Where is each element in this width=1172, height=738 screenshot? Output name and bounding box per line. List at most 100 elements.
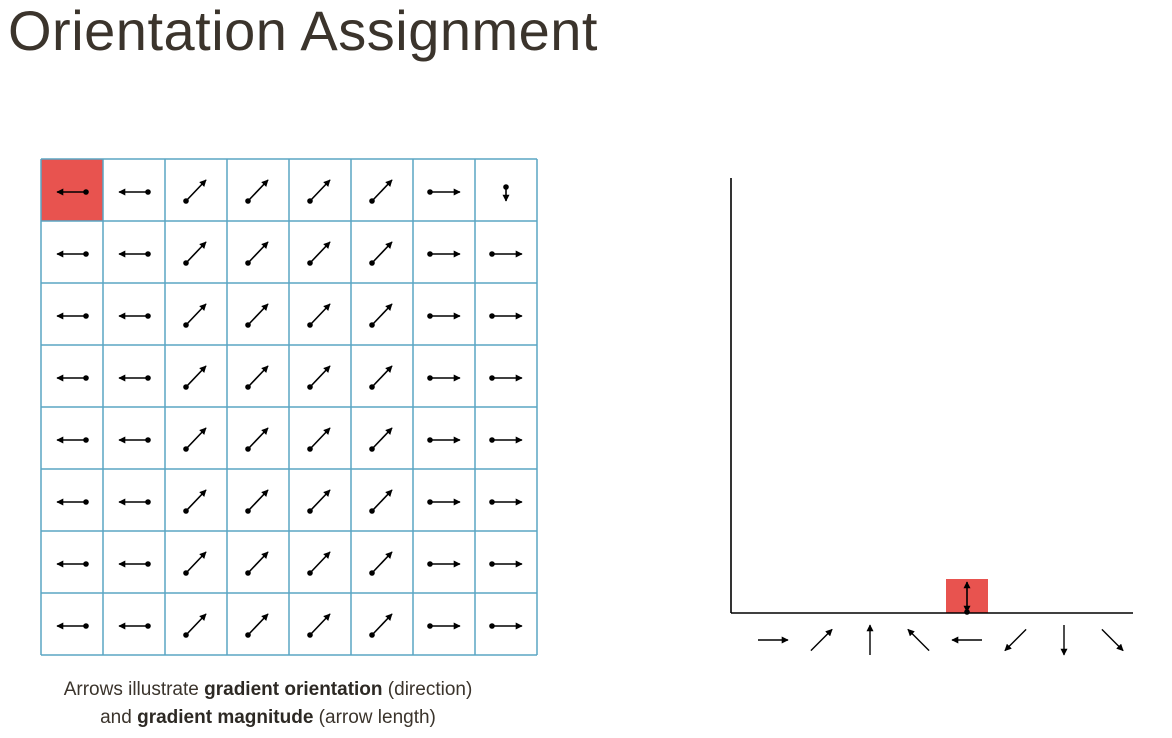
arrow-origin-dot xyxy=(369,570,375,576)
gradient-arrow-right xyxy=(427,622,461,630)
gradient-arrow-right xyxy=(427,250,461,258)
arrow-shaft xyxy=(309,365,331,388)
arrow-shaft xyxy=(247,241,269,264)
arrow-shaft xyxy=(371,303,393,326)
gradient-arrow-left xyxy=(118,436,151,444)
gradient-arrow-up-right xyxy=(369,365,393,390)
gradient-arrow-up-right xyxy=(307,241,331,266)
gradient-arrow-up-right xyxy=(307,551,331,576)
gradient-arrow-up-right xyxy=(307,489,331,514)
arrow-shaft xyxy=(309,489,331,512)
gradient-arrow-left xyxy=(56,560,89,568)
gradient-arrow-left xyxy=(118,560,151,568)
arrow-shaft xyxy=(371,489,393,512)
arrow-origin-dot xyxy=(245,198,251,204)
gradient-arrow-up-right xyxy=(369,427,393,452)
arrow-shaft xyxy=(371,613,393,636)
arrow-origin-dot xyxy=(145,437,151,443)
arrow-origin-dot xyxy=(83,189,89,195)
caption-text: (arrow length) xyxy=(313,707,436,728)
arrow-shaft xyxy=(309,179,331,202)
gradient-arrow-right xyxy=(489,622,523,630)
arrow-origin-dot xyxy=(427,313,433,319)
bin-label-arrow-down-right xyxy=(1101,628,1124,652)
arrow-origin-dot xyxy=(245,446,251,452)
arrow-origin-dot xyxy=(245,632,251,638)
arrow-shaft xyxy=(247,489,269,512)
arrow-origin-dot xyxy=(183,322,189,328)
gradient-arrow-left xyxy=(56,622,89,630)
arrow-origin-dot xyxy=(183,508,189,514)
arrow-origin-dot xyxy=(307,384,313,390)
gradient-arrow-up-right xyxy=(369,303,393,328)
arrow-origin-dot xyxy=(489,561,495,567)
gradient-arrow-up-right xyxy=(369,179,393,204)
arrow-shaft xyxy=(185,489,207,512)
caption-text: and xyxy=(100,707,138,728)
bin-label-arrow-up-left xyxy=(907,628,930,652)
arrow-origin-dot xyxy=(307,632,313,638)
arrow-origin-dot xyxy=(83,499,89,505)
arrow-origin-dot xyxy=(83,437,89,443)
arrow-origin-dot xyxy=(183,570,189,576)
gradient-arrow-up-right xyxy=(245,365,269,390)
gradient-arrow-left xyxy=(56,374,89,382)
gradient-arrow-right xyxy=(489,312,523,320)
arrow-shaft xyxy=(309,427,331,450)
gradient-arrow-up-right xyxy=(183,427,207,452)
arrow-origin-dot xyxy=(183,446,189,452)
arrow-shaft xyxy=(247,303,269,326)
arrow-origin-dot xyxy=(145,499,151,505)
gradient-arrow-up-right xyxy=(369,241,393,266)
arrow-origin-dot xyxy=(245,322,251,328)
arrow-shaft xyxy=(247,179,269,202)
gradient-arrow-up-right xyxy=(307,179,331,204)
arrow-shaft xyxy=(185,179,207,202)
arrow-origin-dot xyxy=(489,251,495,257)
arrow-origin-dot xyxy=(503,184,509,190)
arrow-origin-dot xyxy=(83,561,89,567)
caption-line-2: and gradient magnitude (arrow length) xyxy=(20,704,516,732)
gradient-arrow-left xyxy=(56,498,89,506)
gradient-arrow-left xyxy=(56,436,89,444)
arrow-origin-dot xyxy=(369,446,375,452)
arrow-origin-dot xyxy=(369,632,375,638)
gradient-arrow-left xyxy=(56,250,89,258)
gradient-arrow-right xyxy=(427,436,461,444)
arrow-origin-dot xyxy=(307,260,313,266)
gradient-arrow-up-right xyxy=(245,613,269,638)
gradient-arrow-up-right xyxy=(245,303,269,328)
gradient-arrow-up-right xyxy=(369,613,393,638)
gradient-arrow-up-right xyxy=(245,179,269,204)
arrow-origin-dot xyxy=(369,508,375,514)
gradient-arrow-up-right xyxy=(183,489,207,514)
arrow-origin-dot xyxy=(369,198,375,204)
arrow-shaft xyxy=(309,303,331,326)
arrow-shaft xyxy=(247,551,269,574)
caption-text: Arrows illustrate xyxy=(63,679,205,700)
arrow-origin-dot xyxy=(489,499,495,505)
gradient-arrow-right xyxy=(427,374,461,382)
arrow-origin-dot xyxy=(307,570,313,576)
histogram-bar-dot xyxy=(964,609,970,615)
arrow-shaft xyxy=(247,613,269,636)
gradient-arrow-up-right xyxy=(307,613,331,638)
arrow-shaft xyxy=(185,551,207,574)
arrow-origin-dot xyxy=(83,623,89,629)
arrow-shaft xyxy=(185,241,207,264)
gradient-arrow-left xyxy=(118,188,151,196)
arrow-origin-dot xyxy=(427,189,433,195)
arrow-origin-dot xyxy=(145,623,151,629)
gradient-arrow-right xyxy=(427,560,461,568)
gradient-arrow-right xyxy=(489,498,523,506)
orientation-histogram xyxy=(730,178,1133,656)
arrow-origin-dot xyxy=(145,313,151,319)
arrow-shaft xyxy=(185,427,207,450)
gradient-arrow-left xyxy=(118,312,151,320)
arrow-origin-dot xyxy=(307,198,313,204)
arrow-shaft xyxy=(309,551,331,574)
gradient-arrow-up-right xyxy=(307,427,331,452)
arrow-origin-dot xyxy=(245,508,251,514)
gradient-arrow-up-right xyxy=(369,489,393,514)
